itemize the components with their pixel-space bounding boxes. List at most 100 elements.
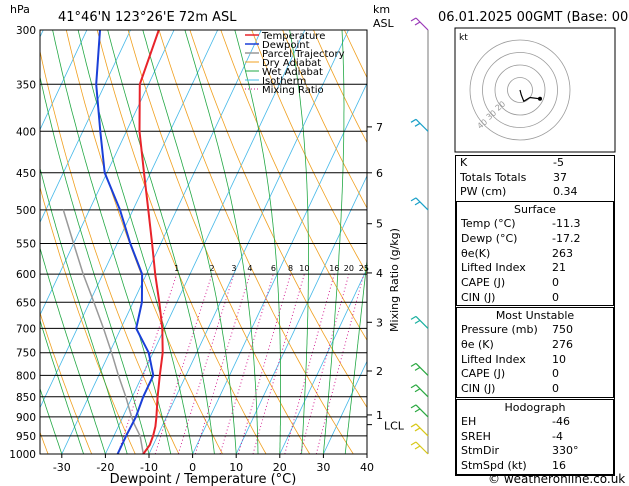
profile-series bbox=[62, 30, 164, 454]
unstable-label: Pressure (mb) bbox=[461, 323, 538, 337]
mixing-ratio-value: 6 bbox=[271, 264, 276, 273]
mixing-ratio-value: 8 bbox=[288, 264, 293, 273]
lcl-label: LCL bbox=[384, 420, 405, 433]
mixing-ratio-labels: 1 2 3 4 6 8 10 16 20 25 bbox=[174, 264, 369, 273]
wind-barb bbox=[410, 441, 429, 455]
wind-barb bbox=[410, 384, 429, 398]
wind-barb bbox=[410, 404, 429, 418]
wind-barb bbox=[410, 423, 429, 437]
hodograph-section: Hodograph EH -46 SREH -4 StmDir 330° StmSpd (k… bbox=[456, 398, 614, 475]
mixing-ratio-value: 2 bbox=[209, 264, 214, 273]
wind-barb-flag bbox=[410, 441, 417, 446]
unstable-label: CIN (J) bbox=[461, 382, 496, 396]
height-tick: 7 bbox=[376, 121, 383, 134]
pressure-tick: 500 bbox=[16, 205, 36, 217]
legend-mixing-ratio: Mixing Ratio bbox=[262, 85, 324, 96]
pressure-tick: 350 bbox=[16, 79, 36, 91]
indices-panel: K -5 Totals Totals 37 PW (cm) 0.34 Surface Te… bbox=[455, 155, 615, 476]
mixing-ratio-line bbox=[117, 273, 178, 454]
wind-barb-shaft bbox=[415, 118, 429, 132]
dry-adiabat-line bbox=[40, 311, 93, 454]
hodo-label: SREH bbox=[461, 429, 491, 443]
surface-value: 0 bbox=[552, 290, 559, 304]
wind-barb-flag bbox=[410, 315, 417, 320]
surface-row: Dewp (°C) -17.2 bbox=[457, 232, 613, 247]
pressure-tick: 750 bbox=[16, 348, 36, 360]
surface-row: Temp (°C) -11.3 bbox=[457, 217, 613, 232]
unstable-value: 0 bbox=[552, 367, 559, 381]
legend-wet-adiabat: Wet Adiabat bbox=[262, 67, 323, 78]
dewpoint-line bbox=[95, 30, 155, 454]
temp-tick: -30 bbox=[53, 461, 71, 474]
isotherm-line bbox=[61, 30, 262, 454]
temperature-axis: -30 -20 -10 0 10 20 30 40 bbox=[53, 454, 374, 474]
pressure-tick: 600 bbox=[16, 269, 36, 281]
hodograph-frame bbox=[454, 27, 616, 153]
hodograph-unit: kt bbox=[459, 33, 468, 43]
isotherm-line bbox=[105, 30, 306, 454]
parcel-line bbox=[62, 209, 145, 454]
surface-label: CAPE (J) bbox=[461, 275, 506, 289]
dry-adiabat-line bbox=[0, 30, 5, 454]
hodograph-ring bbox=[482, 52, 558, 128]
pressure-axis: 300 350 400 450 500 550 600 650 700 750 800 850 900 9… bbox=[9, 25, 36, 461]
pressure-tick: 1000 bbox=[9, 449, 36, 461]
temp-tick: 10 bbox=[229, 461, 243, 474]
hodo-label: EH bbox=[461, 414, 477, 428]
pressure-tick: 450 bbox=[16, 168, 36, 180]
wind-barb-flag bbox=[414, 319, 421, 324]
isotherm-line bbox=[148, 30, 349, 454]
temperature-line bbox=[138, 30, 164, 454]
hodograph-ring bbox=[469, 39, 571, 141]
hodograph-rows: EH -46 SREH -4 StmDir 330° StmSpd (kt) 16 bbox=[457, 415, 613, 474]
wet-adiabat-line bbox=[40, 319, 84, 454]
surface-title: Surface bbox=[514, 203, 556, 217]
index-value: -5 bbox=[553, 156, 564, 169]
height-tick: 1 bbox=[376, 409, 383, 422]
wind-barb bbox=[410, 118, 429, 132]
hodo-row: StmSpd (kt) 16 bbox=[457, 459, 613, 474]
asl-unit: ASL bbox=[373, 17, 395, 30]
mixing-ratio-value: 4 bbox=[247, 264, 252, 273]
surface-row: Lifted Index 21 bbox=[457, 261, 613, 276]
wind-barb-flag bbox=[414, 21, 421, 26]
wind-barb-flag bbox=[414, 388, 421, 393]
unstable-row: CIN (J) 0 bbox=[457, 382, 613, 397]
hodo-row: SREH -4 bbox=[457, 430, 613, 445]
mixing-ratio-line bbox=[194, 273, 251, 454]
surface-label: CIN (J) bbox=[461, 290, 496, 304]
index-label: K bbox=[460, 156, 468, 169]
hodograph-trace-line bbox=[519, 89, 541, 103]
mixing-ratio-value: 3 bbox=[231, 264, 236, 273]
hodo-label: StmDir bbox=[461, 444, 500, 458]
surface-value: 263 bbox=[552, 246, 573, 260]
surface-section: Surface Temp (°C) -11.3 Dewp (°C) -17.2 θe(K… bbox=[456, 201, 614, 307]
temp-tick: 40 bbox=[360, 461, 374, 474]
wind-barb-flag bbox=[410, 362, 417, 367]
mixing-ratio-line bbox=[177, 273, 235, 454]
wind-barb-flag bbox=[414, 122, 421, 127]
pressure-tick: 800 bbox=[16, 370, 36, 382]
unstable-value: 750 bbox=[552, 323, 573, 337]
index-label: PW (cm) bbox=[460, 185, 507, 199]
isotherm-line bbox=[40, 30, 219, 409]
wind-barb-shaft bbox=[415, 17, 429, 31]
wind-barb-flag bbox=[414, 408, 421, 413]
wet-adiabat-line bbox=[52, 30, 172, 454]
isotherm-line bbox=[235, 175, 367, 454]
isotherm-line bbox=[192, 82, 367, 454]
wind-barb bbox=[410, 17, 429, 31]
wet-adiabat-line bbox=[344, 255, 367, 454]
mixing-ratio-line bbox=[315, 273, 365, 454]
wind-barb-flag bbox=[410, 197, 417, 202]
surface-row: CIN (J) 0 bbox=[457, 291, 613, 306]
surface-label: Dewp (°C) bbox=[461, 231, 518, 245]
legend-dewpoint: Dewpoint bbox=[262, 40, 310, 51]
hodo-value: 330° bbox=[552, 444, 579, 458]
wet-adiabat-line bbox=[323, 30, 345, 454]
unstable-value: 276 bbox=[552, 338, 573, 352]
wind-barb-flag bbox=[414, 366, 421, 371]
pressure-tick: 400 bbox=[16, 126, 36, 138]
mixing-ratio-value: 20 bbox=[344, 264, 354, 273]
